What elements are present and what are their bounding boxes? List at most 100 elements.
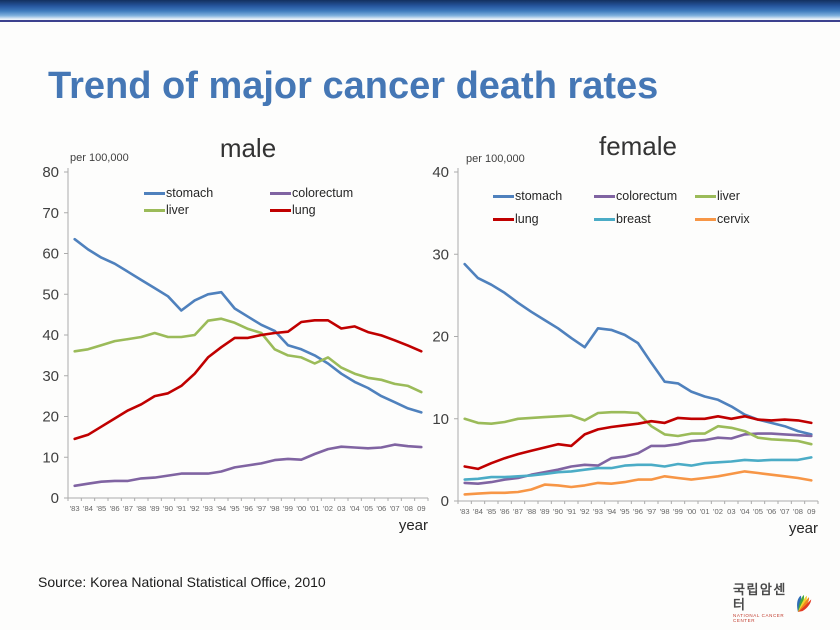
legend-item-cervix: cervix [695, 212, 796, 227]
x-tick-label: '97 [646, 507, 656, 516]
legend-label-stomach: stomach [166, 186, 214, 201]
y-tick-label: 40 [432, 164, 449, 181]
x-axis-title: year [399, 517, 428, 534]
x-tick-label: '97 [256, 504, 266, 513]
x-tick-label: '00 [686, 507, 696, 516]
x-tick-label: '86 [500, 507, 510, 516]
x-tick-label: 09 [807, 507, 815, 516]
legend-item-liver: liver [144, 203, 270, 218]
legend-swatch-colorectum [594, 195, 615, 198]
logo-leaf-stripe-2 [798, 595, 808, 612]
x-tick-label: '99 [673, 507, 683, 516]
y-tick-label: 50 [42, 286, 59, 303]
x-tick-label: '04 [740, 507, 750, 516]
legend-swatch-lung [493, 218, 514, 221]
x-tick-label: '92 [580, 507, 590, 516]
x-tick-label: '98 [660, 507, 670, 516]
legend-swatch-liver [695, 195, 716, 198]
series-line-cervix [463, 470, 813, 496]
x-tick-label: '96 [633, 507, 643, 516]
x-tick-label: '02 [323, 504, 333, 513]
x-tick-label: '98 [270, 504, 280, 513]
logo-leaf-stripe-4 [798, 599, 812, 612]
x-tick-label: '93 [593, 507, 603, 516]
logo-leaf-stripe-1 [798, 594, 805, 612]
series-line-colorectum [73, 443, 423, 488]
legend-item-lung: lung [270, 203, 396, 218]
logo-leaf-stripe-0 [797, 595, 802, 612]
female-chart-title: female [598, 131, 678, 161]
legend-label-cervix: cervix [717, 212, 750, 227]
x-tick-label: '89 [540, 507, 550, 516]
x-tick-label: '94 [216, 504, 226, 513]
y-tick-label: 10 [42, 449, 59, 466]
x-tick-label: 09 [417, 504, 425, 513]
x-tick-label: '89 [150, 504, 160, 513]
legend-swatch-stomach [493, 195, 514, 198]
x-tick-label: 03 [337, 504, 345, 513]
legend-item-stomach: stomach [493, 189, 594, 204]
x-tick-label: '83 [70, 504, 80, 513]
y-tick-label: 60 [42, 246, 59, 263]
male-unit-label: per 100,000 [70, 152, 129, 164]
series-line-breast [463, 456, 813, 481]
x-tick-label: '05 [363, 504, 373, 513]
x-tick-label: '04 [350, 504, 360, 513]
x-tick-label: '84 [473, 507, 483, 516]
legend-label-lung: lung [515, 212, 539, 227]
x-tick-label: '07 [780, 507, 790, 516]
y-tick-label: 20 [42, 409, 59, 426]
x-tick-label: '01 [310, 504, 320, 513]
series-line-lung [463, 414, 813, 471]
legend-item-colorectum: colorectum [594, 189, 695, 204]
x-tick-label: '96 [243, 504, 253, 513]
logo-english-text: NATIONAL CANCER CENTER [733, 612, 785, 623]
x-tick-label: '95 [620, 507, 630, 516]
x-axis-title: year [789, 520, 818, 537]
legend-swatch-colorectum [270, 192, 291, 195]
y-tick-label: 30 [42, 368, 59, 385]
y-tick-label: 0 [51, 490, 59, 507]
male-plot-area: 01020304050607080'83'84'85'86'87'88'89'9… [42, 164, 429, 534]
x-tick-label: '91 [566, 507, 576, 516]
legend-label-liver: liver [717, 189, 740, 204]
x-tick-label: '05 [753, 507, 763, 516]
x-tick-label: '06 [766, 507, 776, 516]
page-title: Trend of major cancer death rates [48, 65, 659, 108]
x-tick-label: '90 [553, 507, 563, 516]
male-legend: stomach colorectum liver lung [144, 186, 396, 218]
legend-swatch-stomach [144, 192, 165, 195]
legend-label-liver: liver [166, 203, 189, 218]
logo-korean-text: 국립암센터 [733, 582, 787, 612]
series-line-liver [463, 410, 813, 446]
legend-item-lung: lung [493, 212, 594, 227]
x-tick-label: '02 [713, 507, 723, 516]
x-tick-label: '88 [136, 504, 146, 513]
logo-texts: 국립암센터 NATIONAL CANCER CENTER [733, 583, 793, 623]
legend-swatch-liver [144, 209, 165, 212]
legend-item-colorectum: colorectum [270, 186, 396, 201]
y-tick-label: 10 [432, 411, 449, 428]
legend-item-liver: liver [695, 189, 796, 204]
x-tick-label: 03 [727, 507, 735, 516]
female-legend: stomach colorectum liver lung breast cervix [493, 189, 796, 227]
series-line-stomach [73, 237, 423, 414]
series-line-lung [73, 319, 423, 441]
x-tick-label: '86 [110, 504, 120, 513]
x-tick-label: '88 [526, 507, 536, 516]
x-tick-label: '07 [390, 504, 400, 513]
x-tick-label: '00 [296, 504, 306, 513]
legend-label-stomach: stomach [515, 189, 563, 204]
x-tick-label: '93 [203, 504, 213, 513]
legend-label-colorectum: colorectum [292, 186, 354, 201]
logo-leaf-stripe-3 [798, 597, 810, 612]
legend-swatch-lung [270, 209, 291, 212]
series-line-stomach [463, 262, 813, 436]
x-tick-label: '01 [700, 507, 710, 516]
legend-label-breast: breast [616, 212, 651, 227]
top-banner [0, 0, 840, 22]
x-tick-label: '08 [793, 507, 803, 516]
x-tick-label: '87 [513, 507, 523, 516]
logo-leaf-icon [797, 594, 812, 612]
